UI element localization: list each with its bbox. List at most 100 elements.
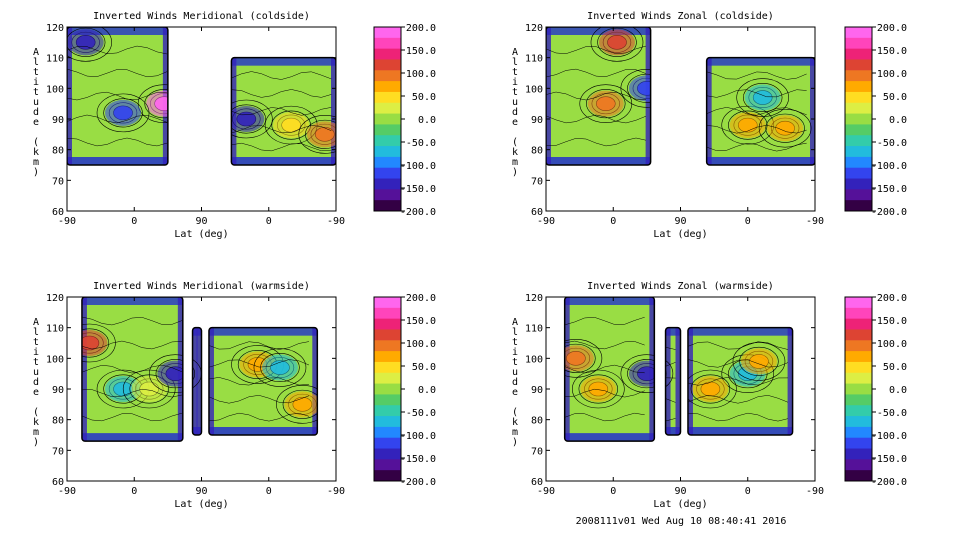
contour-feature — [578, 374, 619, 404]
colorbar-swatch — [374, 146, 401, 158]
colorbar-swatch — [374, 59, 401, 71]
colorbar-swatch — [374, 426, 401, 439]
contour-feature — [739, 346, 779, 376]
colorbar: 200.0 150.0 100.0 50.0 0.0 -50.0 -100.0 -150.0 -… — [373, 23, 436, 218]
x-tick-label: 0 — [266, 216, 272, 227]
colorbar-swatch — [374, 48, 401, 60]
contour-feature — [149, 354, 183, 393]
contour-feature — [620, 69, 651, 108]
x-tick-label: 0 — [745, 486, 751, 497]
colorbar-label: 50.0 — [883, 92, 907, 103]
colorbar-label: 200.0 — [877, 293, 907, 304]
y-tick-label: 70 — [531, 176, 543, 187]
y-tick-label: 90 — [531, 115, 543, 126]
colorbar-label: -100.0 — [871, 431, 907, 442]
plot-area — [67, 27, 336, 166]
y-tick-label: 110 — [525, 324, 543, 335]
x-tick-label: 0 — [610, 216, 616, 227]
x-axis-label: Lat (deg) — [174, 229, 228, 240]
x-tick-label: -90 — [58, 486, 76, 497]
colorbar-swatch — [845, 146, 872, 158]
y-tick-label: 100 — [525, 84, 543, 95]
contour-feature — [665, 354, 674, 393]
y-tick-label: 60 — [52, 207, 64, 218]
contour-feature — [231, 99, 273, 139]
plot-area — [563, 297, 794, 442]
contour-feature — [271, 110, 311, 140]
y-tick-label: 100 — [46, 84, 64, 95]
colorbar-swatch — [845, 27, 872, 39]
contour-feature — [67, 27, 106, 57]
colorbar-swatch — [374, 394, 401, 406]
contour-feature — [192, 359, 196, 389]
colorbar-swatch — [845, 113, 872, 125]
contour-feature — [81, 323, 116, 363]
colorbar-label: 100.0 — [877, 339, 907, 350]
y-tick-label: 80 — [52, 416, 64, 427]
data-block — [687, 326, 794, 436]
data-block — [81, 297, 184, 442]
chart-panel-1: 60 70 80 90 100 110 120 -90 0 90 0 -90 Inverted Wind… — [31, 11, 437, 240]
y-axis-label: Altitude (km) — [510, 317, 521, 447]
chart-title: Inverted Winds Meridional (coldside) — [93, 11, 310, 22]
chart-panel-3: 60 70 80 90 100 110 120 -90 0 90 0 -90 Inverted Wind… — [31, 281, 437, 510]
contour-feature — [298, 115, 336, 154]
colorbar-swatch — [374, 329, 401, 341]
colorbar-swatch — [374, 361, 401, 374]
colorbar-swatch — [845, 167, 872, 180]
colorbar-swatch — [845, 394, 872, 406]
x-axis-label: Lat (deg) — [653, 229, 707, 240]
y-axis-label: Altitude (km) — [31, 317, 42, 447]
colorbar-swatch — [374, 102, 401, 115]
colorbar-label: -50.0 — [877, 408, 907, 419]
contour-feature — [231, 104, 267, 134]
x-tick-label: 90 — [195, 486, 207, 497]
colorbar-swatch — [374, 91, 401, 104]
chart-panel-4: 60 70 80 90 100 110 120 -90 0 90 0 -90 Inverted Wind… — [510, 281, 908, 510]
x-tick-label: 90 — [674, 216, 686, 227]
x-tick-label: 0 — [131, 486, 137, 497]
contour-feature — [564, 339, 603, 378]
colorbar-swatch — [374, 437, 401, 450]
y-tick-label: 80 — [52, 146, 64, 157]
contour-feature — [627, 359, 655, 389]
y-tick-label: 90 — [531, 385, 543, 396]
footer-timestamp: 2008111v01 Wed Aug 10 08:40:41 2016 — [576, 516, 787, 527]
y-tick-label: 80 — [531, 146, 543, 157]
data-block — [230, 56, 336, 166]
x-axis-label: Lat (deg) — [174, 499, 228, 510]
colorbar-swatch — [374, 27, 401, 39]
data-block — [664, 326, 682, 436]
contour-feature — [276, 385, 318, 424]
x-axis-label: Lat (deg) — [653, 499, 707, 510]
contour-feature — [586, 89, 626, 119]
x-tick-label: 0 — [610, 486, 616, 497]
colorbar-label: -200.0 — [400, 477, 436, 488]
contour-feature — [253, 348, 307, 387]
contour-feature — [690, 374, 731, 404]
colorbar-label: 50.0 — [412, 92, 436, 103]
y-axis-label: Altitude (km) — [31, 47, 42, 177]
contour-feature — [144, 89, 168, 119]
chart-title: Inverted Winds Meridional (warmside) — [93, 281, 310, 292]
colorbar-label: 100.0 — [406, 69, 436, 80]
contour-feature — [260, 353, 300, 383]
colorbar-label: -150.0 — [400, 454, 436, 465]
colorbar-swatch — [845, 361, 872, 374]
colorbar-swatch — [374, 318, 401, 330]
colorbar-swatch — [845, 437, 872, 450]
colorbar-swatch — [374, 178, 401, 190]
colorbar-swatch — [845, 470, 872, 482]
colorbar-label: 150.0 — [406, 316, 436, 327]
colorbar-swatch — [374, 135, 401, 147]
colorbar-label: 200.0 — [406, 23, 436, 34]
colorbar-label: 100.0 — [877, 69, 907, 80]
colorbar-swatch — [845, 102, 872, 115]
y-tick-label: 60 — [52, 477, 64, 488]
x-tick-label: -90 — [537, 486, 555, 497]
contour-feature — [758, 108, 812, 148]
contour-feature — [742, 83, 783, 113]
colorbar-label: 100.0 — [406, 339, 436, 350]
contour-feature — [627, 73, 651, 103]
